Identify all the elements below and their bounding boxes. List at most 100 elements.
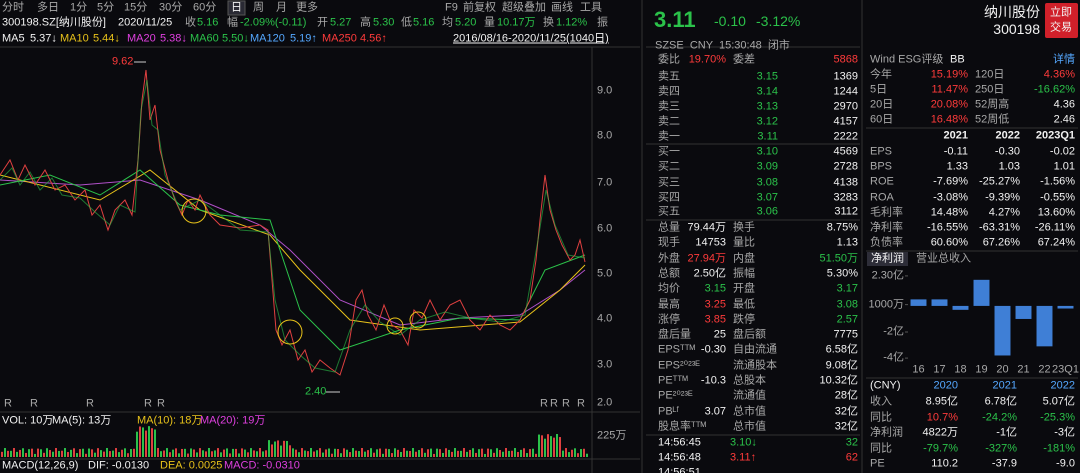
stat-label: EPSᵀᵀᴹ [658,343,696,356]
trade-button-bg[interactable] [1045,3,1078,38]
low-annotation: 2.40 [305,385,327,398]
trade-button[interactable]: 交易 [1050,21,1072,34]
macd-legend: MACD: -0.0310 [224,459,300,472]
volume-bar [82,448,84,457]
volume-bar [73,448,75,457]
market-meta: SZSE CNY 15:30:48 闭市 [655,39,790,52]
timeframe-tab[interactable]: 60分 [193,1,217,14]
volume-bar [580,449,582,457]
perf-value: 4.36 [1053,98,1075,111]
stat-label: PE²⁰²³ᴱ [658,389,693,402]
volume-bar [397,449,399,457]
fin-value: 13.60% [1037,206,1075,219]
volume-bar [226,448,228,457]
volume-bar [508,450,510,457]
volume-bar [346,449,348,457]
volume-bar [16,451,18,457]
volume-bar [265,450,267,457]
timeframe-tab[interactable]: 更多 [296,1,318,14]
r-marker: R [540,397,548,410]
perf-label: 120日 [975,68,1005,81]
info-label: 开 [317,16,328,29]
active-tab-bg[interactable] [227,0,246,16]
volume-bar [145,430,147,457]
volume-bar [115,448,117,457]
book-price: 3.07 [756,191,778,204]
ma-name: MA20 [127,32,156,45]
volume-bar [190,448,192,457]
highlight-circle [409,311,427,329]
x-tick-label: 19 [975,363,988,376]
volume-bar [424,452,426,457]
esg-link[interactable]: 详情 [1053,53,1075,66]
volume-bar [526,453,528,457]
volume-bar [55,448,57,457]
volume-bar [535,453,537,457]
volume-bar [214,450,216,457]
price-axis-label: 9.0 [597,84,613,97]
tool-button[interactable]: 前复权 [463,1,496,14]
timeframe-tab[interactable]: 1分 [70,1,88,14]
volume-bar [529,449,531,457]
volume-bar [277,440,279,457]
r-marker: R [86,397,94,410]
timeframe-tab[interactable]: 多日 [37,1,59,14]
tool-button[interactable]: 工具 [580,1,602,14]
timeframe-tab[interactable]: 30分 [159,1,183,14]
fin-label: 负债率 [870,236,903,249]
volume-bar [463,448,465,457]
volume-bar [343,448,345,457]
volume-bar [379,448,381,457]
volume-bar [289,445,291,457]
volume-bar [142,427,144,457]
stock-code: 300198.SZ[纳川股份] [2,16,106,29]
timeframe-tab[interactable]: 分时 [2,1,24,14]
annual-value: -79.7% [923,442,958,454]
timeframe-tab[interactable]: 5分 [97,1,115,14]
volume-bar [199,448,201,457]
tool-button[interactable]: 超级叠加 [502,1,546,14]
order-label: 委比 [658,53,680,66]
volume-bar [4,448,6,457]
stat-label: 均价 [658,282,680,295]
volume-bar [481,448,483,457]
tab[interactable]: 营业总收入 [916,252,971,265]
tab[interactable]: 净利润 [871,252,904,265]
tab-bg[interactable] [867,252,908,266]
volume-bar [319,448,321,457]
stock-name: 纳川股份 [984,4,1040,20]
timeframe-tab[interactable]: 日 [231,1,242,14]
stat-label: 总市值 [733,420,766,433]
fin-value: 1.01 [1053,160,1075,173]
timeframe-tab[interactable]: 周 [253,1,264,14]
fin-label: ROE [870,175,894,188]
timeframe-tab[interactable]: 15分 [124,1,148,14]
fin-label: BPS [870,160,893,173]
trade-button[interactable]: 立即 [1050,6,1072,19]
price-axis-label: 5.0 [597,267,613,280]
trade-price: 3.11↑ [730,451,757,464]
tool-button[interactable]: 画线 [551,1,573,14]
volume-bar [103,451,105,457]
volume-bar [562,450,564,457]
stat-label: PBᴸᶠ [658,405,680,418]
ma-value: 4.56↑ [360,32,387,45]
volume-legend: MA(5): 13万 [52,414,112,427]
esg-rating: BB [950,53,965,66]
fin-value: -0.30 [994,145,1020,158]
price-axis-label: 2.0 [597,396,613,409]
timeframe-tab[interactable]: 月 [276,1,287,14]
volume-bar [184,448,186,457]
volume-bar [577,453,579,457]
info-value: 5.20 [455,16,477,29]
volume-bar [91,449,93,457]
volume-bar [565,448,567,457]
volume-bar [157,448,159,457]
info-value: 5.30 [373,16,395,29]
fin-value: 67.26% [982,236,1020,249]
price-axis-label: 6.0 [597,222,613,235]
book-volume: 4138 [833,176,858,189]
high-annotation: 9.62 [112,55,134,68]
tool-button[interactable]: F9 [445,1,458,14]
